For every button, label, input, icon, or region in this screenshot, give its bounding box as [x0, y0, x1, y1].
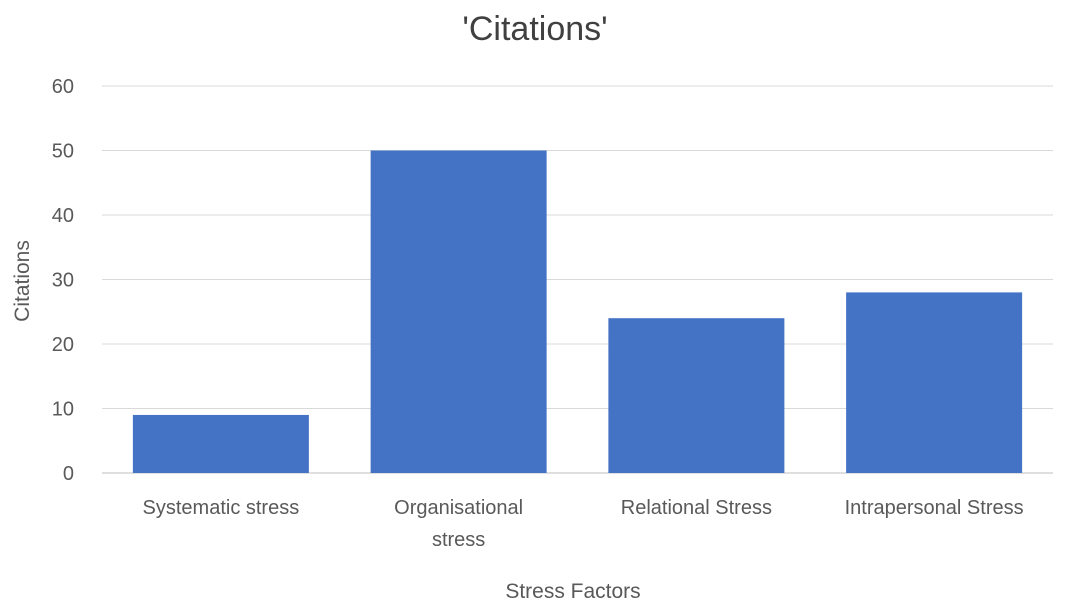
- x-category-label: stress: [432, 529, 485, 551]
- bar-2: [608, 318, 785, 473]
- bar-3: [846, 292, 1023, 473]
- gridlines: [102, 85, 1053, 474]
- y-tick-label: 60: [52, 76, 74, 98]
- chart-title: 'Citations': [462, 10, 607, 48]
- y-axis-ticks: 0 10 20 30 40 50 60: [52, 76, 74, 485]
- bar-0: [132, 414, 309, 473]
- y-tick-label: 0: [63, 463, 74, 485]
- y-tick-label: 30: [52, 270, 74, 292]
- y-tick-label: 50: [52, 141, 74, 163]
- x-category-label: Relational Stress: [621, 497, 772, 519]
- x-category-label: Organisational: [394, 497, 523, 519]
- x-category-label: Systematic stress: [143, 497, 300, 519]
- y-tick-label: 20: [52, 334, 74, 356]
- bar-1: [370, 150, 547, 473]
- y-tick-label: 40: [52, 205, 74, 227]
- x-category-label: Intrapersonal Stress: [845, 497, 1024, 519]
- bars: [132, 150, 1023, 473]
- x-axis-title: Stress Factors: [505, 580, 640, 603]
- y-axis-title: Citations: [11, 240, 34, 322]
- y-tick-label: 10: [52, 399, 74, 421]
- x-axis-category-labels: Systematic stress Organisational stress Rel…: [143, 497, 1024, 551]
